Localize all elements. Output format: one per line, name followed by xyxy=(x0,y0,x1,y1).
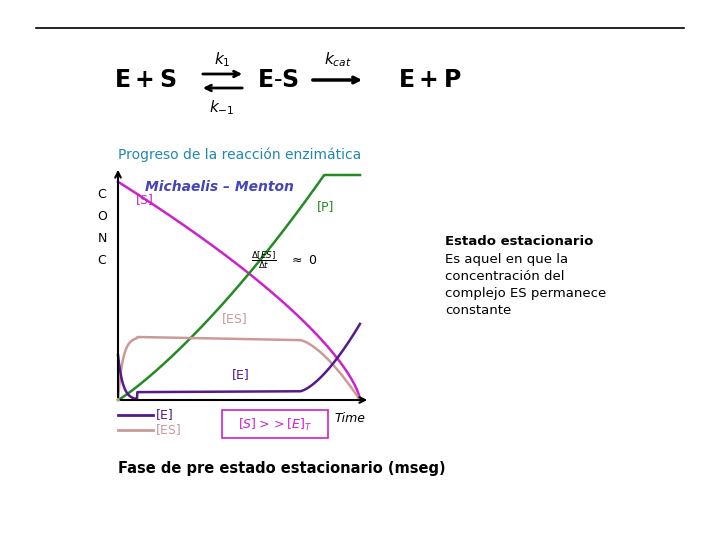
Text: $\approx\ 0$: $\approx\ 0$ xyxy=(289,254,318,267)
Text: Fase de pre estado estacionario (mseg): Fase de pre estado estacionario (mseg) xyxy=(118,461,446,476)
Text: Es aquel en que la: Es aquel en que la xyxy=(445,253,568,266)
Text: [E]: [E] xyxy=(156,408,174,422)
Text: Time: Time xyxy=(335,411,366,424)
Text: $\mathit{k}_{-1}$: $\mathit{k}_{-1}$ xyxy=(210,99,235,117)
Text: $[S] >> [E]_T$: $[S] >> [E]_T$ xyxy=(238,416,312,433)
Text: $\mathit{k}_{cat}$: $\mathit{k}_{cat}$ xyxy=(324,51,352,69)
Text: Estado estacionario: Estado estacionario xyxy=(445,235,593,248)
Text: [S]: [S] xyxy=(136,193,154,206)
Text: N: N xyxy=(97,233,107,246)
Text: [ES]: [ES] xyxy=(222,313,248,326)
Text: complejo ES permanece: complejo ES permanece xyxy=(445,287,606,300)
Text: [P]: [P] xyxy=(317,200,334,213)
Text: $\bf{E\text{-}S}$: $\bf{E\text{-}S}$ xyxy=(257,68,299,92)
Text: [ES]: [ES] xyxy=(156,423,181,436)
Text: $\bf{E + S}$: $\bf{E + S}$ xyxy=(114,68,176,92)
Text: [E]: [E] xyxy=(232,368,250,381)
Text: constante: constante xyxy=(445,304,511,317)
Text: $\bf{E + P}$: $\bf{E + P}$ xyxy=(398,68,462,92)
FancyBboxPatch shape xyxy=(222,409,328,437)
Text: concentración del: concentración del xyxy=(445,270,564,283)
Text: Michaelis – Menton: Michaelis – Menton xyxy=(145,180,294,194)
Text: C: C xyxy=(98,188,107,201)
Text: C: C xyxy=(98,254,107,267)
Text: Progreso de la reacción enzimática: Progreso de la reacción enzimática xyxy=(118,148,361,162)
Text: O: O xyxy=(97,211,107,224)
Text: $\mathit{k}_1$: $\mathit{k}_1$ xyxy=(214,51,230,69)
Text: $\frac{\Delta[ES]}{\Delta t}$: $\frac{\Delta[ES]}{\Delta t}$ xyxy=(251,249,277,272)
